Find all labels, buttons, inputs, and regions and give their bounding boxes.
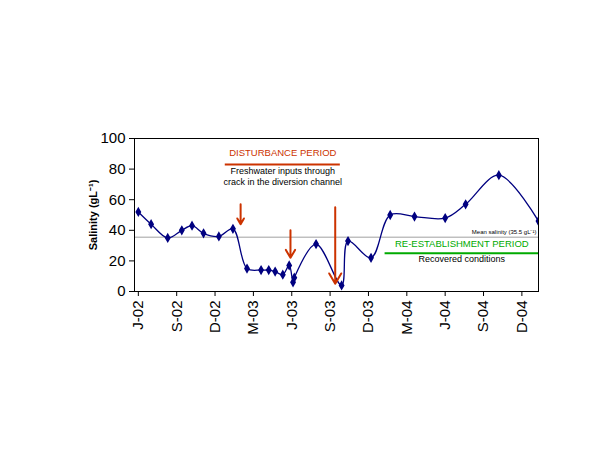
svg-text:Freshwater inputs through: Freshwater inputs through [231, 166, 336, 176]
svg-text:J-03: J-03 [283, 301, 300, 330]
svg-text:crack in the diversion channel: crack in the diversion channel [224, 177, 343, 187]
svg-text:RE-ESTABLISHMENT PERIOD: RE-ESTABLISHMENT PERIOD [395, 238, 529, 249]
svg-text:J-02: J-02 [129, 301, 146, 330]
svg-text:M-04: M-04 [398, 301, 415, 335]
svg-text:J-04: J-04 [436, 301, 453, 330]
svg-text:S-03: S-03 [321, 301, 338, 333]
svg-text:80: 80 [109, 160, 126, 177]
svg-text:Recovered conditions: Recovered conditions [419, 254, 506, 264]
svg-text:DISTURBANCE PERIOD: DISTURBANCE PERIOD [229, 147, 336, 158]
svg-text:40: 40 [109, 221, 126, 238]
svg-text:20: 20 [109, 252, 126, 269]
svg-text:S-04: S-04 [474, 301, 491, 333]
svg-text:S-02: S-02 [167, 301, 184, 333]
svg-text:D-04: D-04 [513, 301, 530, 334]
svg-text:0: 0 [117, 282, 125, 299]
svg-text:60: 60 [109, 191, 126, 208]
svg-text:D-02: D-02 [206, 301, 223, 334]
svg-text:Salinity (gL⁻¹): Salinity (gL⁻¹) [87, 179, 99, 250]
svg-text:Mean salinity (35.5 gL⁻¹): Mean salinity (35.5 gL⁻¹) [472, 229, 537, 235]
svg-text:M-03: M-03 [244, 301, 261, 335]
svg-text:D-03: D-03 [359, 301, 376, 334]
svg-text:100: 100 [100, 129, 125, 146]
